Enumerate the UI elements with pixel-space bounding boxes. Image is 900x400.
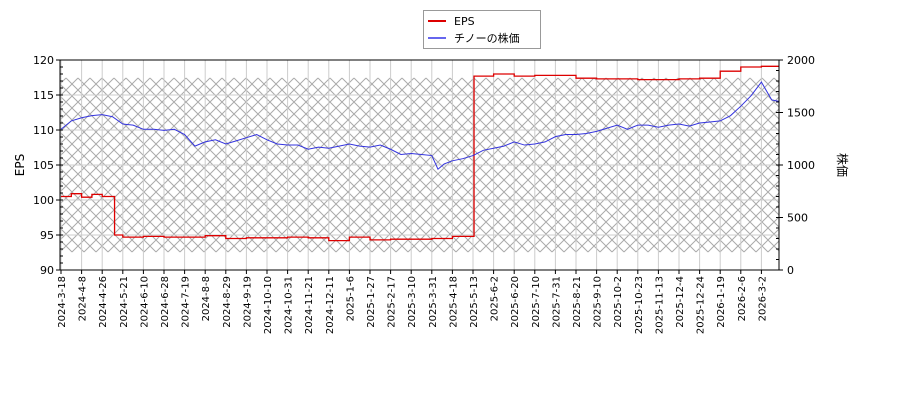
x-tick-label: 2025-3-10 (407, 276, 418, 328)
legend: EPS チノーの株価 (423, 10, 541, 49)
left-tick-label: 90 (40, 264, 54, 277)
x-tick-label: 2025-3-31 (428, 276, 439, 328)
grid-lines (60, 59, 779, 271)
eps-line (61, 65, 779, 242)
x-tick-label: 2024-8-29 (222, 276, 233, 328)
x-tick-label: 2024-3-18 (57, 276, 68, 328)
x-tick-label: 2024-7-19 (181, 276, 192, 328)
right-tick-label: 500 (787, 212, 808, 225)
x-tick-label: 2025-10-23 (634, 276, 645, 334)
x-tick-label: 2024-8-8 (201, 276, 212, 321)
x-tick-label: 2024-9-19 (242, 276, 253, 328)
x-tick-label: 2025-11-13 (654, 276, 665, 334)
x-tick-label: 2024-4-8 (78, 276, 89, 321)
left-tick-label: 120 (33, 54, 54, 67)
x-tick-label: 2026-1-19 (716, 276, 727, 328)
x-tick-label: 2025-10-2 (613, 276, 624, 328)
x-tick-label: 2025-1-6 (345, 276, 356, 321)
x-tick-label: 2024-10-31 (284, 276, 295, 334)
x-tick-label: 2025-12-4 (675, 276, 686, 328)
x-tick-label: 2025-2-17 (387, 276, 398, 328)
eps-line-swatch-icon (428, 20, 446, 22)
right-tick-label: 1500 (787, 107, 815, 120)
right-tick-label: 1000 (787, 159, 815, 172)
x-tick-label: 2025-8-21 (572, 276, 583, 328)
x-tick-label: 2025-12-24 (696, 276, 707, 334)
x-tick-label: 2025-6-2 (490, 276, 501, 321)
x-tick-label: 2024-10-10 (263, 276, 274, 334)
x-tick-label: 2024-6-10 (139, 276, 150, 328)
x-tick-label: 2024-6-28 (160, 276, 171, 328)
x-tick-label: 2025-7-10 (531, 276, 542, 328)
legend-item-price: チノーの株価 (428, 30, 520, 46)
x-tick-label: 2024-5-21 (119, 276, 130, 328)
legend-label-eps: EPS (454, 14, 475, 28)
axes: 90 95 100 105 110 115 120 0 500 1000 1500 2000 2024-… (33, 54, 815, 334)
x-tick-label: 2025-6-20 (510, 276, 521, 328)
left-tick-label: 110 (33, 124, 54, 137)
x-tick-label: 2025-9-10 (593, 276, 604, 328)
right-axis-label: 株価 (835, 153, 850, 177)
x-tick-label: 2025-5-13 (469, 276, 480, 328)
price-line (60, 81, 779, 171)
x-tick-label: 2024-12-11 (325, 276, 336, 334)
left-axis-label: EPS (13, 154, 27, 176)
legend-label-price: チノーの株価 (454, 32, 520, 45)
left-tick-label: 95 (40, 229, 54, 242)
legend-item-eps: EPS (428, 13, 475, 29)
x-tick-label: 2024-11-21 (304, 276, 315, 334)
right-tick-label: 0 (787, 264, 794, 277)
x-tick-label: 2026-2-6 (737, 276, 748, 321)
series-lines (60, 65, 779, 242)
left-tick-label: 100 (33, 194, 54, 207)
x-tick-label: 2025-4-18 (448, 276, 459, 328)
left-tick-label: 115 (33, 89, 54, 102)
x-tick-label: 2026-3-2 (757, 276, 768, 321)
price-line-swatch-icon (428, 37, 446, 39)
x-tick-label: 2025-1-27 (366, 276, 377, 328)
x-tick-label: 2025-7-31 (551, 276, 562, 328)
left-tick-label: 105 (33, 159, 54, 172)
right-tick-label: 2000 (787, 54, 815, 67)
x-tick-label: 2024-4-26 (98, 276, 109, 328)
